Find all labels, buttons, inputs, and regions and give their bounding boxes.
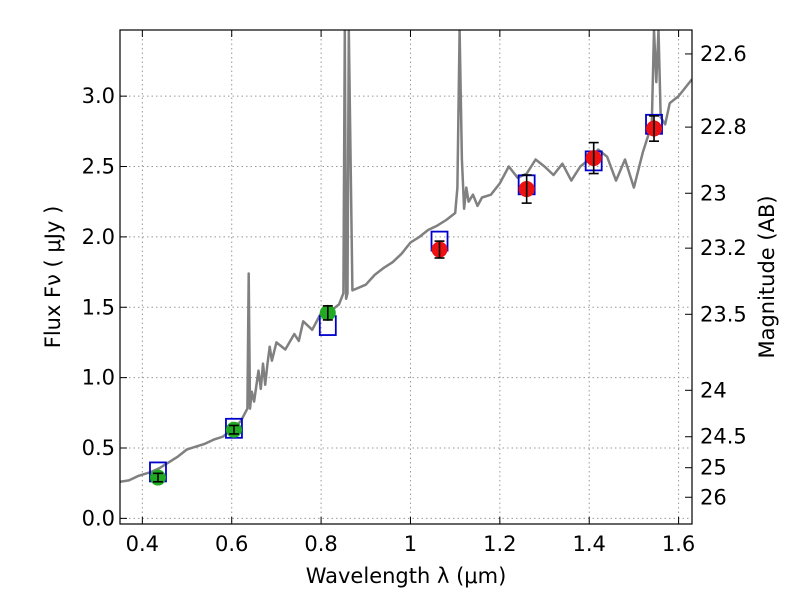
y-axis-label: Flux Fν ( μJy ) [41,206,65,349]
x-tick-label: 0.4 [126,532,159,556]
y2-tick-label: 23.2 [700,236,747,260]
y2-tick-label: 22.8 [700,115,747,139]
y-tick-label: 1.0 [82,366,115,390]
y2-tick-label: 22.6 [700,42,747,66]
grid-lines [120,30,692,524]
axis-ticks [120,30,692,524]
y2-tick-label: 24.5 [700,425,747,449]
x-tick-label: 1 [404,532,417,556]
y2-tick-label: 23.5 [700,302,747,326]
x-axis-label: Wavelength λ (μm) [306,564,507,588]
plot-area [120,30,692,486]
y2-tick-label: 23 [700,181,727,205]
y-tick-label: 1.5 [82,295,115,319]
x-tick-label: 1.4 [573,532,606,556]
y-tick-label: 2.5 [82,155,115,179]
x-tick-label: 0.6 [215,532,248,556]
tick-labels: 0.4 0.6 0.8 1 1.2 1.4 1.6 0.0 0.5 1.0 1.5 2.0 2.5 3.0… [82,42,747,556]
y-tick-label: 0.5 [82,436,115,460]
y-tick-label: 3.0 [82,84,115,108]
x-tick-label: 0.8 [304,532,337,556]
y2-tick-label: 25 [700,456,727,480]
y-tick-label: 0.0 [82,506,115,530]
y2-axis-label: Magnitude (AB) [755,195,779,358]
model-photometry-box [225,417,243,439]
x-tick-label: 1.6 [662,532,695,556]
y2-tick-label: 26 [700,485,727,509]
plot-frame [119,29,693,525]
y2-tick-label: 24 [700,378,727,402]
x-tick-label: 1.2 [483,532,516,556]
y-tick-label: 2.0 [82,225,115,249]
